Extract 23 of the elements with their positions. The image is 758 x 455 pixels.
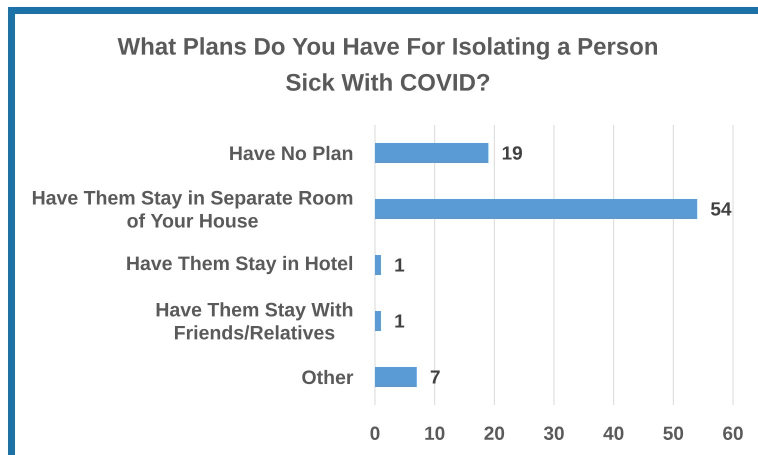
bar [375,143,488,164]
x-tick-label: 60 [723,426,743,440]
y-tick-label: Have Them Stay in Separate Room of Your House [32,190,352,228]
x-tick-label: 30 [544,426,564,440]
y-tick-label: Have No Plan [230,146,352,160]
bar [375,255,381,276]
data-label: 1 [395,258,404,272]
x-tick-label: 10 [425,426,444,440]
y-tick-label: Have Them Stay With Friends/Relatives [156,302,352,340]
data-label: 1 [395,314,404,328]
chart-title: What Plans Do You Have For Isolating a Person Sick With COVID? [118,37,657,91]
x-tick-label: 50 [663,426,684,440]
y-tick-label: Other [302,370,354,384]
x-tick-label: 20 [484,426,504,440]
data-label: 7 [430,370,440,384]
x-tick-label: 40 [603,426,624,440]
y-tick-label: Have Them Stay in Hotel [127,256,352,274]
data-label: 19 [502,146,522,160]
bar [375,367,417,388]
bar [375,311,381,332]
data-label: 54 [710,202,732,216]
x-tick-label: 0 [370,426,380,440]
bar [375,199,698,220]
